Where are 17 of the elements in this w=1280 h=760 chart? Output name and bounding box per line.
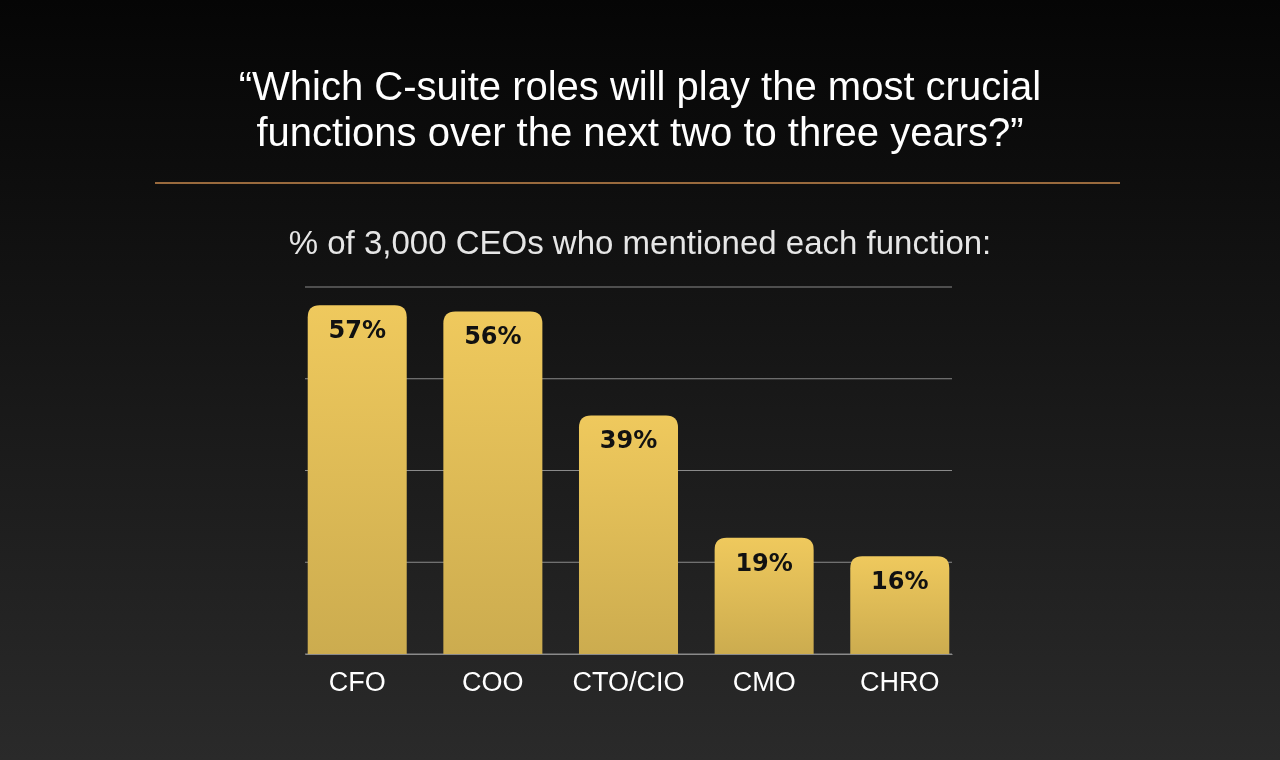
chart-subtitle: % of 3,000 CEOs who mentioned each function: xyxy=(288,224,992,261)
bar xyxy=(578,415,679,654)
bar xyxy=(850,556,950,654)
bar xyxy=(714,537,814,654)
x-tick-label: CHRO xyxy=(860,666,940,697)
bar xyxy=(443,311,543,654)
data-label: 19% xyxy=(735,548,793,577)
x-tick-label: COO xyxy=(462,666,524,697)
x-tick-label: CTO/CIO xyxy=(572,666,685,697)
bar xyxy=(307,305,407,654)
data-label: 39% xyxy=(599,426,658,455)
data-label: 57% xyxy=(328,316,386,345)
data-label: 56% xyxy=(464,322,522,351)
x-tick-label: CMO xyxy=(732,666,796,697)
data-label: 16% xyxy=(871,567,929,596)
chart-title: “Which C-suite roles will play the most crucial functions over the next two to three years?” xyxy=(238,64,1042,154)
x-tick-label: CFO xyxy=(328,666,386,697)
